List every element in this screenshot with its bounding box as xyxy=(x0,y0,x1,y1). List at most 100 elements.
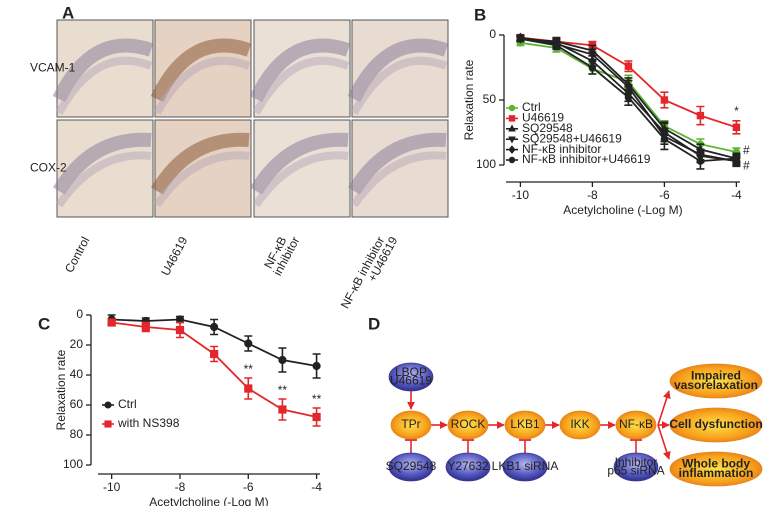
marker xyxy=(516,35,525,43)
y-tick-label: 0 xyxy=(76,307,83,321)
vessel-wall xyxy=(350,151,447,208)
vessel-wall xyxy=(52,38,154,103)
node xyxy=(504,410,546,440)
panel-label: A xyxy=(62,3,74,22)
node-label: U46619 xyxy=(390,373,432,387)
marker xyxy=(696,157,705,165)
x-tick-label: -6 xyxy=(659,188,670,202)
node xyxy=(613,452,659,482)
node-label: p65 siRNA xyxy=(607,463,664,477)
vessel-wall xyxy=(55,151,152,208)
marker xyxy=(588,63,597,72)
marker xyxy=(107,318,116,327)
y-tick-label: 60 xyxy=(70,397,84,411)
node xyxy=(388,362,434,392)
vessel-wall xyxy=(153,56,251,115)
micrograph xyxy=(150,119,252,218)
node xyxy=(447,410,489,440)
panel-label: C xyxy=(38,314,50,333)
legend-label: SQ29548 xyxy=(522,121,573,135)
marker xyxy=(104,401,112,409)
marker xyxy=(508,104,516,112)
marker xyxy=(141,322,150,332)
node-label: vasorelaxation xyxy=(674,378,758,392)
marker xyxy=(624,62,633,70)
legend-label: NF-κB inhibitor+U46619 xyxy=(522,152,651,166)
marker xyxy=(660,135,669,143)
node-label: LKB1 xyxy=(510,417,540,431)
micrograph xyxy=(347,119,449,218)
marker xyxy=(508,115,516,122)
x-axis-label: Acetylcholine (-Log M) xyxy=(149,495,268,506)
legend-label: U46619 xyxy=(522,111,564,125)
marker xyxy=(552,41,561,50)
marker xyxy=(312,361,321,371)
vessel-wall xyxy=(252,151,349,208)
x-tick-label: -10 xyxy=(512,188,530,202)
annotation: # xyxy=(743,143,750,157)
node-label: SQ29548 xyxy=(386,459,437,473)
node-label: Whole body xyxy=(682,456,750,470)
column-label: Control xyxy=(62,234,93,275)
node xyxy=(669,407,763,443)
vessel-wall xyxy=(350,56,448,115)
marker xyxy=(244,339,253,348)
y-tick-label: 20 xyxy=(70,337,84,351)
y-tick-label: 40 xyxy=(70,367,84,381)
arrow xyxy=(657,390,671,426)
node-label: Y27632 xyxy=(447,459,489,473)
node xyxy=(502,452,548,482)
node xyxy=(615,410,657,440)
node xyxy=(388,452,434,482)
micrograph xyxy=(347,19,449,118)
micrograph xyxy=(150,19,252,118)
annotation: # xyxy=(743,158,750,172)
legend-label: Ctrl xyxy=(522,100,541,114)
x-axis-label: Acetylcholine (-Log M) xyxy=(563,203,682,217)
annotation: ** xyxy=(244,362,254,376)
annotation: ** xyxy=(312,392,322,406)
marker xyxy=(244,384,253,393)
panel-label: D xyxy=(368,314,380,333)
marker xyxy=(508,145,516,154)
legend-label: SQ29548+U46619 xyxy=(522,131,622,145)
marker xyxy=(508,124,516,132)
marker xyxy=(104,420,112,428)
marker xyxy=(696,111,705,120)
node-label: ROCK xyxy=(451,417,486,431)
node-label: Inhibitor xyxy=(615,455,658,469)
marker xyxy=(312,412,321,422)
row-label: COX-2 xyxy=(30,161,67,175)
annotation: * xyxy=(734,104,739,118)
marker xyxy=(624,93,633,102)
vessel-wall xyxy=(55,56,153,115)
y-tick-label: 50 xyxy=(483,92,497,106)
node-label: IKK xyxy=(570,417,589,431)
x-tick-label: -10 xyxy=(103,480,121,494)
vessel-wall xyxy=(252,56,350,115)
micrograph xyxy=(249,19,351,118)
legend-label: with NS398 xyxy=(117,416,180,430)
vessel-wall xyxy=(347,132,447,195)
vessel-wall xyxy=(52,132,152,195)
vessel-wall xyxy=(249,38,351,103)
x-tick-label: -4 xyxy=(731,188,742,202)
node-label: LBOP xyxy=(395,365,427,379)
marker xyxy=(660,96,669,104)
node xyxy=(390,410,432,440)
marker xyxy=(210,349,219,359)
x-tick-label: -8 xyxy=(175,480,186,494)
vessel-wall xyxy=(150,132,250,195)
series-line xyxy=(111,321,317,418)
marker xyxy=(508,156,516,164)
legend-label: Ctrl xyxy=(118,397,137,411)
y-axis-label: Relaxation rate xyxy=(462,59,476,140)
legend-label: NF-κB inhibitor xyxy=(522,142,601,156)
marker xyxy=(508,136,516,144)
y-tick-label: 0 xyxy=(489,27,496,41)
micrograph xyxy=(52,19,154,118)
annotation: ** xyxy=(278,383,288,397)
node-label: LKB1 siRNA xyxy=(492,459,559,473)
micrograph xyxy=(52,119,154,218)
